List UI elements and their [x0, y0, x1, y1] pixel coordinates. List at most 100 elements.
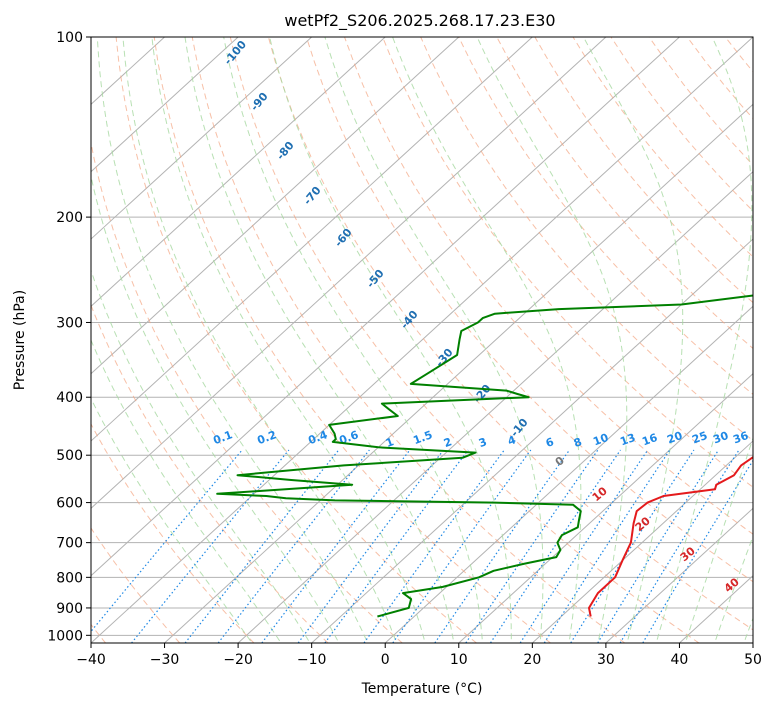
x-tick-label: 40 [671, 652, 689, 668]
mixing-ratio-line [434, 449, 570, 643]
mixing-ratio-label: 0.1 [211, 428, 234, 447]
isotherm-line [531, 440, 753, 643]
mixing-ratio-line [392, 449, 532, 643]
moist-adiabat-line [151, 37, 426, 643]
dry-adiabat-label: -60 [332, 226, 355, 250]
isotherm-line [164, 103, 753, 643]
y-tick-label: 100 [56, 30, 83, 46]
dry-adiabat-line [534, 37, 753, 304]
x-tick-label: 20 [523, 652, 541, 668]
mixing-ratio-line [597, 449, 720, 643]
x-tick-label: −40 [76, 652, 106, 668]
dry-adiabat-label: -40 [398, 308, 421, 332]
isotherm-line [91, 37, 313, 240]
dry-adiabat-line [229, 37, 700, 643]
mixing-ratio-line [570, 449, 695, 643]
y-tick-label: 900 [56, 601, 83, 617]
moist-adiabat-label: 10 [590, 484, 610, 504]
y-axis-ticks: 100 200 300 400 500 600 700 800 900 1000 [47, 30, 91, 644]
moist-adiabat-line [269, 37, 512, 643]
moist-adiabat-line [223, 37, 484, 643]
mixing-ratio-line [184, 449, 340, 643]
moist-adiabat-line [91, 174, 340, 643]
chart-title: wetPf2_S206.2025.268.17.23.E30 [284, 11, 555, 31]
moist-adiabat-line [476, 37, 628, 643]
mixing-ratio-line [465, 449, 599, 643]
mixing-ratio-label: 30 [711, 429, 730, 447]
moist-adiabat-line [655, 37, 753, 643]
isotherm-line [458, 372, 753, 643]
mixing-ratio-line [217, 449, 370, 643]
moist-adiabat-line [122, 37, 397, 643]
dry-adiabat-label: -80 [274, 139, 297, 163]
mixing-ratio-label: 0.2 [255, 428, 278, 447]
x-axis-ticks: −40 −30 −20 −10 0 10 20 30 40 50 [76, 643, 762, 668]
dry-adiabat-line [420, 37, 753, 442]
y-tick-label: 500 [56, 448, 83, 464]
dry-adiabat-label: -20 [471, 382, 494, 406]
mixing-ratio-line [543, 449, 671, 643]
dry-adiabat-label: -50 [364, 267, 387, 291]
moist-adiabat-label: 0 [553, 454, 567, 469]
moist-adiabat-line [91, 397, 253, 643]
x-tick-label: 50 [744, 652, 762, 668]
isotherm-line [91, 37, 533, 442]
mixing-ratio-label: 16 [640, 431, 659, 449]
dry-adiabat-line [91, 140, 403, 643]
dry-adiabat-line [91, 422, 255, 643]
moist-adiabat-line [91, 338, 282, 643]
mixing-ratio-label: 8 [572, 435, 584, 450]
line-labels: -100-90-80-70-60-50-40-30-20-100.1 0.2 0.4… [211, 38, 750, 595]
x-tick-label: −10 [297, 652, 327, 668]
y-tick-label: 600 [56, 496, 83, 512]
dry-adiabat-label: -90 [248, 90, 271, 114]
mixing-ratio-label: 20 [665, 429, 684, 447]
moist-adiabat-line [392, 37, 582, 643]
isotherm-line [91, 37, 753, 643]
moist-adiabat-line [96, 37, 369, 643]
isotherm-line [311, 238, 753, 643]
y-tick-label: 1000 [47, 628, 83, 644]
mixing-ratio-label: 3 [477, 435, 489, 450]
dry-adiabat-line [763, 37, 775, 643]
moist-adiabat-line [91, 268, 311, 643]
mixing-ratio-line [131, 449, 290, 643]
y-tick-label: 400 [56, 390, 83, 406]
moist-adiabat-line [324, 37, 544, 643]
temperature-profile-line [588, 455, 753, 617]
x-tick-label: 30 [597, 652, 615, 668]
mixing-ratio-label: 13 [618, 431, 637, 448]
mixing-ratio-label: 36 [731, 429, 750, 447]
mixing-ratio-label: 25 [690, 429, 709, 446]
mixing-ratio-label: 6 [544, 435, 556, 450]
dry-adiabat-line [458, 37, 753, 395]
moist-adiabat-line [714, 534, 753, 643]
isotherm-line [752, 642, 753, 643]
moist-adiabat-line [684, 436, 753, 643]
plot-frame [90, 36, 754, 644]
y-tick-label: 800 [56, 570, 83, 586]
mixing-ratio-line [519, 449, 649, 643]
isotherm-line [237, 170, 753, 643]
dry-adiabat-line [496, 37, 753, 350]
isotherm-line [91, 37, 607, 510]
isotherm-line [91, 37, 239, 173]
mixing-ratio-label: 0.4 [306, 428, 329, 447]
isotherm-line [91, 37, 386, 308]
mixing-ratio-label: 1.5 [411, 428, 434, 447]
moist-adiabat-line [184, 37, 455, 643]
dry-adiabat-line [267, 37, 753, 631]
dry-adiabat-line [572, 37, 753, 258]
x-tick-label: 0 [381, 652, 390, 668]
y-tick-label: 300 [56, 315, 83, 331]
dry-adiabat-label: -100 [221, 38, 249, 68]
background-lines [91, 37, 775, 643]
mixing-ratio-line [91, 449, 243, 633]
dry-adiabat-label: -70 [301, 184, 324, 208]
mixing-ratio-label: 1 [384, 435, 396, 450]
sounding-profiles [216, 294, 753, 618]
isotherm-line [91, 37, 680, 577]
dry-adiabat-line [686, 37, 753, 120]
x-tick-label: −30 [150, 652, 180, 668]
